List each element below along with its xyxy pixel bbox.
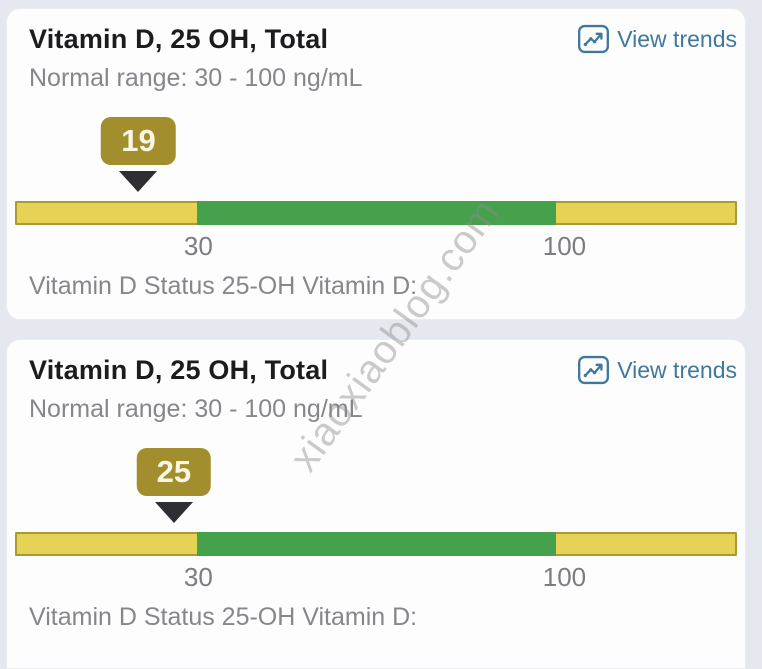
result-card-vitamin-d-1: Vitamin D, 25 OH, Total View trends Norm…	[6, 8, 746, 320]
view-trends-link[interactable]: View trends	[577, 23, 737, 54]
status-label: Vitamin D Status 25-OH Vitamin D:	[29, 603, 418, 631]
range-bar	[15, 201, 737, 225]
view-trends-label: View trends	[617, 25, 737, 52]
range-bar	[15, 532, 737, 556]
trend-chart-icon	[577, 24, 610, 54]
value-badge: 25	[136, 448, 212, 496]
card-header: Vitamin D, 25 OH, Total View trends	[29, 354, 737, 386]
marker-arrow-icon	[119, 171, 158, 192]
normal-range-segment	[197, 532, 557, 556]
tick-label-high: 100	[542, 562, 587, 592]
tick-label-low: 30	[183, 562, 213, 592]
tick-label-high: 100	[542, 231, 587, 261]
normal-range-label: Normal range: 30 - 100 ng/mL	[29, 395, 363, 423]
status-label: Vitamin D Status 25-OH Vitamin D:	[29, 272, 418, 300]
normal-range-label: Normal range: 30 - 100 ng/mL	[29, 64, 363, 92]
view-trends-link[interactable]: View trends	[577, 354, 737, 385]
marker-arrow-icon	[154, 502, 193, 523]
test-title: Vitamin D, 25 OH, Total	[29, 24, 329, 54]
normal-range-segment	[197, 201, 557, 225]
result-card-vitamin-d-2: Vitamin D, 25 OH, Total View trends Norm…	[6, 339, 746, 669]
tick-label-low: 30	[183, 231, 213, 261]
card-header: Vitamin D, 25 OH, Total View trends	[29, 23, 737, 55]
trend-chart-icon	[577, 355, 610, 385]
test-title: Vitamin D, 25 OH, Total	[29, 355, 329, 385]
view-trends-label: View trends	[617, 356, 737, 383]
range-gauge: 19 30 100	[15, 117, 737, 265]
value-badge: 19	[101, 117, 176, 165]
range-gauge: 25 30 100	[15, 448, 737, 596]
